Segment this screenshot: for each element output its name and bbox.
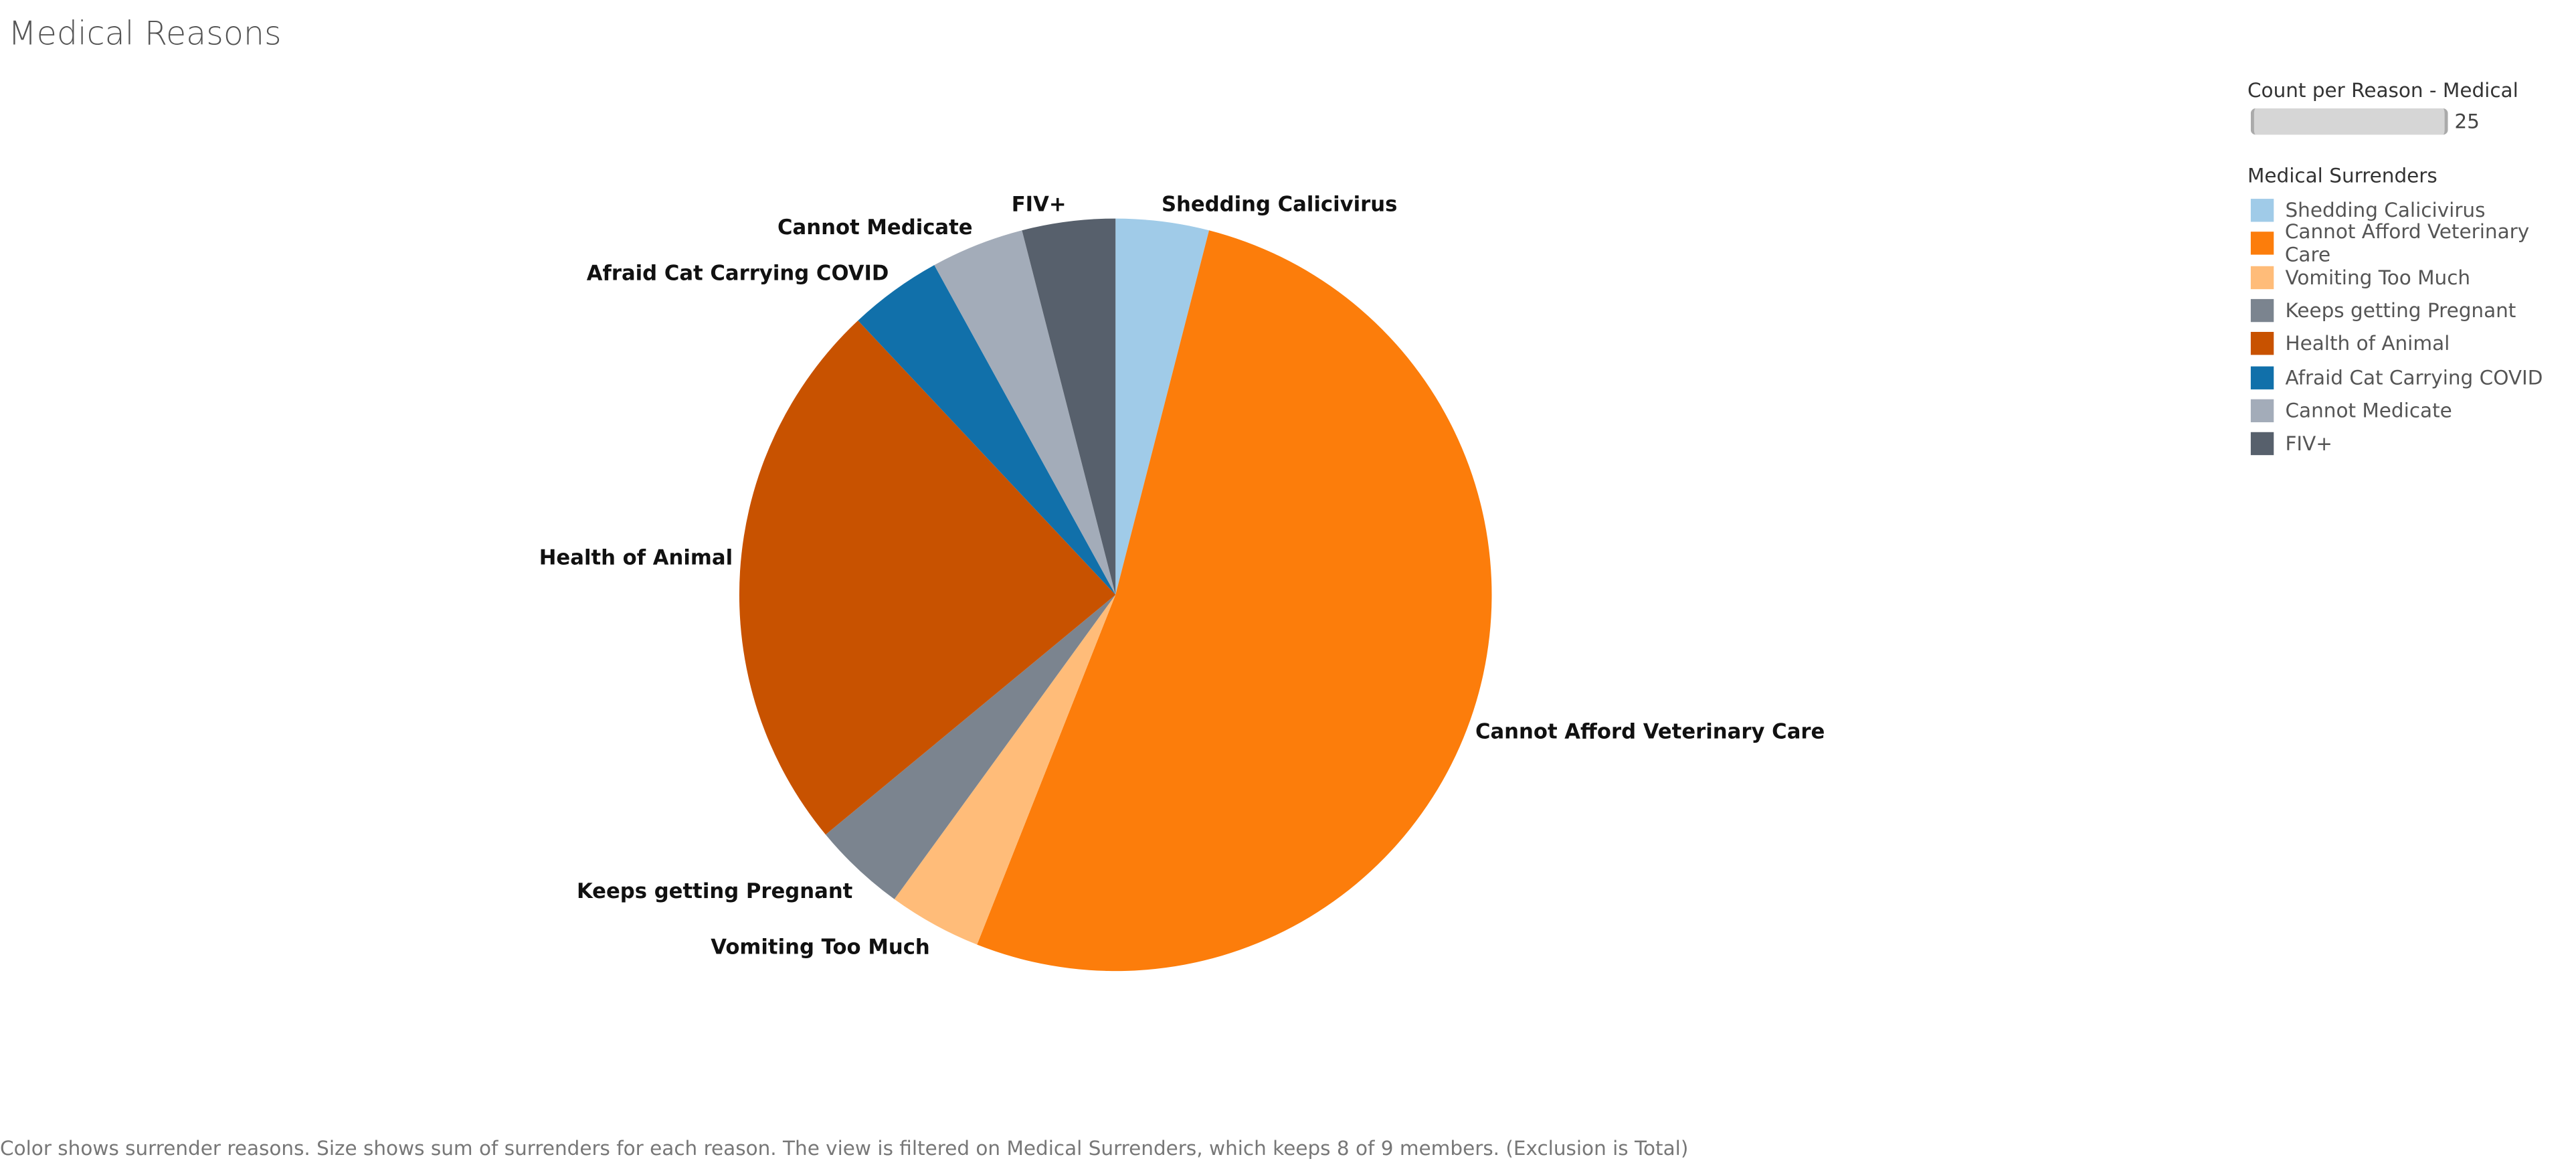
legend-label: Afraid Cat Carrying COVID xyxy=(2285,365,2543,389)
legend-item[interactable]: Vomiting Too Much xyxy=(2247,260,2576,294)
size-legend: 25 xyxy=(2247,108,2576,135)
slice-label: Health of Animal xyxy=(539,546,733,569)
legend-item[interactable]: Cannot Medicate xyxy=(2247,394,2576,428)
legend-label: Keeps getting Pregnant xyxy=(2285,298,2516,323)
legend-swatch xyxy=(2250,399,2274,422)
legend-item[interactable]: Health of Animal xyxy=(2247,327,2576,361)
legend-item[interactable]: Cannot Afford Veterinary Care xyxy=(2247,221,2576,267)
pie-slice[interactable] xyxy=(858,265,1116,595)
slice-label: Keeps getting Pregnant xyxy=(577,880,852,903)
slice-label: Cannot Medicate xyxy=(777,216,973,240)
pie-slice[interactable] xyxy=(1115,218,1210,595)
pie-slice[interactable] xyxy=(977,230,1492,972)
size-legend-value: 25 xyxy=(2454,110,2480,133)
legend-label: Shedding Calicivirus xyxy=(2285,199,2486,222)
legend-label: Health of Animal xyxy=(2285,332,2450,356)
legend-swatch xyxy=(2250,332,2274,356)
slice-label: Vomiting Too Much xyxy=(711,935,929,959)
slice-label: Afraid Cat Carrying COVID xyxy=(587,262,889,286)
pie-slice[interactable] xyxy=(894,594,1116,945)
legend-item[interactable]: FIV+ xyxy=(2247,428,2576,461)
legend-label: Cannot Afford Veterinary Care xyxy=(2284,221,2530,267)
legend-item[interactable]: Keeps getting Pregnant xyxy=(2247,294,2576,327)
slice-label: Cannot Afford Veterinary Care xyxy=(1475,721,1825,744)
legend-item[interactable]: Shedding Calicivirus xyxy=(2247,194,2576,228)
legend-swatch xyxy=(2250,432,2274,456)
legend-swatch xyxy=(2250,199,2274,222)
pie-slice[interactable] xyxy=(739,320,1116,835)
legend-swatch xyxy=(2250,365,2274,389)
legend-swatch xyxy=(2250,266,2274,289)
chart-title: Medical Reasons xyxy=(8,13,282,53)
legend-label: Cannot Medicate xyxy=(2285,399,2452,422)
pie-slice[interactable] xyxy=(1022,218,1116,595)
color-legend-title: Medical Surrenders xyxy=(2247,164,2437,187)
caption: Color shows surrender reasons. Size show… xyxy=(0,1137,1689,1160)
legend: Count per Reason - Medical 25 Medical Su… xyxy=(2247,79,2576,461)
legend-label: FIV+ xyxy=(2285,432,2332,456)
size-legend-bar xyxy=(2250,108,2448,135)
legend-label: Vomiting Too Much xyxy=(2285,266,2471,289)
slice-label: Shedding Calicivirus xyxy=(1162,193,1397,216)
pie-slice[interactable] xyxy=(934,230,1116,595)
legend-swatch xyxy=(2250,232,2274,256)
size-legend-title: Count per Reason - Medical xyxy=(2247,78,2518,102)
slice-label: FIV+ xyxy=(1012,193,1067,216)
pie-slice[interactable] xyxy=(825,594,1116,899)
color-legend: Shedding Calicivirus Cannot Afford Veteri… xyxy=(2247,194,2576,461)
legend-swatch xyxy=(2250,298,2274,323)
legend-item[interactable]: Afraid Cat Carrying COVID xyxy=(2247,361,2576,394)
